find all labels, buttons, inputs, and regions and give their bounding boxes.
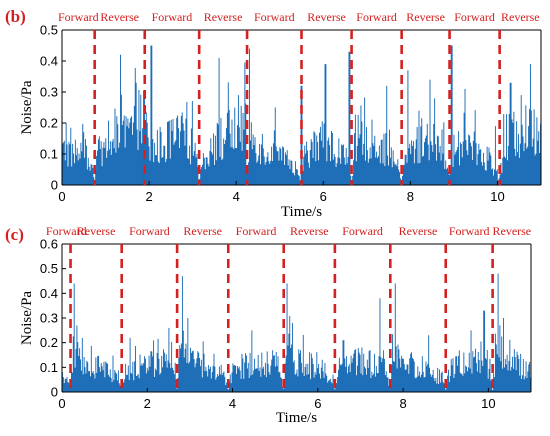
direction-label: Reverse <box>406 10 445 24</box>
direction-label: Forward <box>454 10 495 24</box>
y-tick-label: 0.5 <box>40 261 58 276</box>
x-tick-label: 0 <box>58 189 65 204</box>
x-axis-title: Time/s <box>281 204 322 220</box>
panel-letter: (c) <box>5 225 24 244</box>
y-tick-label: 0.3 <box>40 85 58 100</box>
y-tick-label: 0.4 <box>40 286 58 301</box>
direction-label: Forward <box>152 10 193 24</box>
direction-label: Forward <box>129 224 170 238</box>
y-tick-label: 0.5 <box>40 23 58 38</box>
x-tick-label: 8 <box>407 189 414 204</box>
direction-label: Forward <box>58 10 99 24</box>
direction-label: Forward <box>236 224 277 238</box>
y-tick-label: 0.4 <box>40 54 58 69</box>
direction-label: Reverse <box>183 224 222 238</box>
y-tick-label: 0.3 <box>40 311 58 326</box>
direction-label: Forward <box>356 10 397 24</box>
y-tick-label: 0.6 <box>40 237 58 252</box>
direction-label: Forward <box>342 224 383 238</box>
y-tick-label: 0 <box>51 178 58 193</box>
y-axis-title: Noise/Pa <box>19 80 35 135</box>
y-tick-label: 0.1 <box>40 147 58 162</box>
x-tick-label: 4 <box>233 189 240 204</box>
panel-letter: (b) <box>5 7 26 26</box>
direction-label: Reverse <box>290 224 329 238</box>
direction-label: Reverse <box>100 10 139 24</box>
noise-signal-bars <box>62 45 542 185</box>
direction-label: Reverse <box>501 10 540 24</box>
x-tick-label: 4 <box>229 396 236 411</box>
y-tick-label: 0.2 <box>40 116 58 131</box>
noise-signal-bars <box>62 273 532 392</box>
direction-label: Forward <box>254 10 295 24</box>
x-tick-label: 2 <box>144 396 151 411</box>
y-tick-label: 0 <box>51 385 58 400</box>
x-tick-label: 8 <box>399 396 406 411</box>
x-tick-label: 6 <box>320 189 327 204</box>
direction-label: Forward <box>46 224 87 238</box>
y-tick-label: 0.2 <box>40 335 58 350</box>
panel-c: 00.10.20.30.40.50.60 2 4 6 8 10ForwardReverse… <box>5 224 532 426</box>
direction-label: Reverse <box>492 224 531 238</box>
y-tick-label: 0.1 <box>40 360 58 375</box>
x-tick-label: 6 <box>314 396 321 411</box>
direction-label: Reverse <box>399 224 438 238</box>
direction-label: Forward <box>449 224 490 238</box>
y-axis-title: Noise/Pa <box>19 291 35 346</box>
direction-label: Reverse <box>204 10 243 24</box>
direction-label: Reverse <box>307 10 346 24</box>
x-tick-label: 10 <box>490 189 504 204</box>
x-tick-label: 10 <box>481 396 495 411</box>
x-tick-label: 0 <box>58 396 65 411</box>
x-tick-label: 2 <box>145 189 152 204</box>
direction-label: Reverse <box>77 224 116 238</box>
x-axis-title: Time/s <box>276 410 317 426</box>
